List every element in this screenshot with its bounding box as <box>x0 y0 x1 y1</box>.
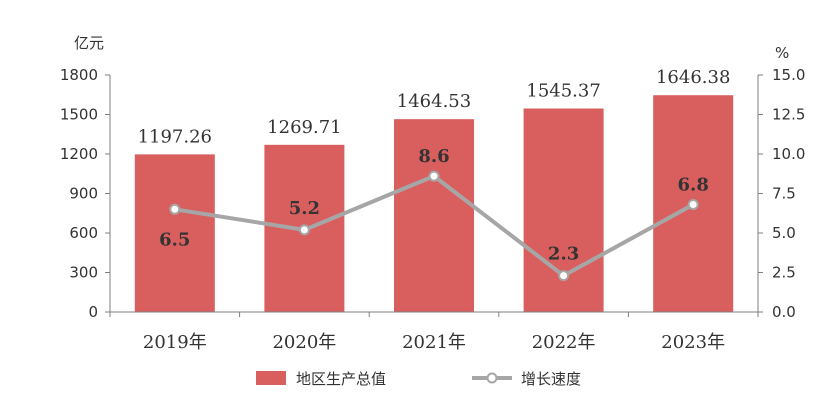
category-label: 2021年 <box>402 332 466 353</box>
left-tick-label: 600 <box>69 224 98 242</box>
left-tick-label: 1200 <box>60 145 98 163</box>
growth-value-label: 2.3 <box>548 244 579 265</box>
right-tick-label: 15.0 <box>772 66 805 84</box>
bar-value-label: 1464.53 <box>397 91 471 112</box>
line-series <box>169 170 699 282</box>
category-labels: 2019年 2020年 2021年 2022年 2023年 <box>109 312 759 353</box>
line-value-labels: 6.5 5.2 8.6 2.3 6.8 <box>159 146 709 265</box>
category-label: 2023年 <box>661 332 725 353</box>
bar-value-labels: 1197.26 1269.71 1464.53 1545.37 1646.38 <box>138 67 731 147</box>
bar-3 <box>523 108 604 313</box>
growth-point-3 <box>558 270 570 282</box>
right-tick-label: 5.0 <box>772 224 796 242</box>
right-tick-label: 2.5 <box>772 264 796 282</box>
growth-point-0 <box>169 203 181 215</box>
category-label: 2022年 <box>532 332 596 353</box>
bar-series <box>134 95 734 313</box>
growth-value-label: 5.2 <box>289 198 320 219</box>
right-axis-unit: % <box>775 44 789 62</box>
legend-swatch-growth-marker <box>486 372 498 384</box>
bar-2 <box>394 119 474 312</box>
left-axis-unit: 亿元 <box>74 34 104 52</box>
right-axis-ticks: 0.0 2.5 5.0 7.5 10.0 12.5 15.0 <box>758 66 805 321</box>
left-tick-label: 0 <box>88 303 98 321</box>
bar-value-label: 1646.38 <box>656 67 730 88</box>
growth-point-4 <box>687 199 699 211</box>
left-axis-ticks: 0 300 600 900 1200 1500 1800 <box>60 66 110 321</box>
bar-value-label: 1545.37 <box>526 81 600 102</box>
right-tick-label: 7.5 <box>772 185 796 203</box>
growth-value-label: 8.6 <box>418 146 449 167</box>
growth-value-label: 6.5 <box>159 229 190 250</box>
legend-label-gdp: 地区生产总值 <box>296 370 386 388</box>
legend-swatch-gdp <box>256 371 286 385</box>
category-label: 2019年 <box>143 332 207 353</box>
left-tick-label: 1500 <box>60 106 98 124</box>
left-tick-label: 300 <box>69 264 98 282</box>
legend: 地区生产总值 增长速度 <box>256 370 581 388</box>
growth-point-1 <box>298 224 310 236</box>
right-tick-label: 10.0 <box>772 145 805 163</box>
growth-point-2 <box>428 170 440 182</box>
bar-value-label: 1197.26 <box>138 126 212 147</box>
left-tick-label: 900 <box>69 185 98 203</box>
category-label: 2020年 <box>272 332 336 353</box>
bar-0 <box>134 154 215 312</box>
right-tick-label: 0.0 <box>772 303 796 321</box>
right-tick-label: 12.5 <box>772 106 805 124</box>
left-tick-label: 1800 <box>60 66 98 84</box>
growth-value-label: 6.8 <box>678 175 709 196</box>
bar-value-label: 1269.71 <box>267 117 341 138</box>
legend-label-growth: 增长速度 <box>521 370 581 388</box>
